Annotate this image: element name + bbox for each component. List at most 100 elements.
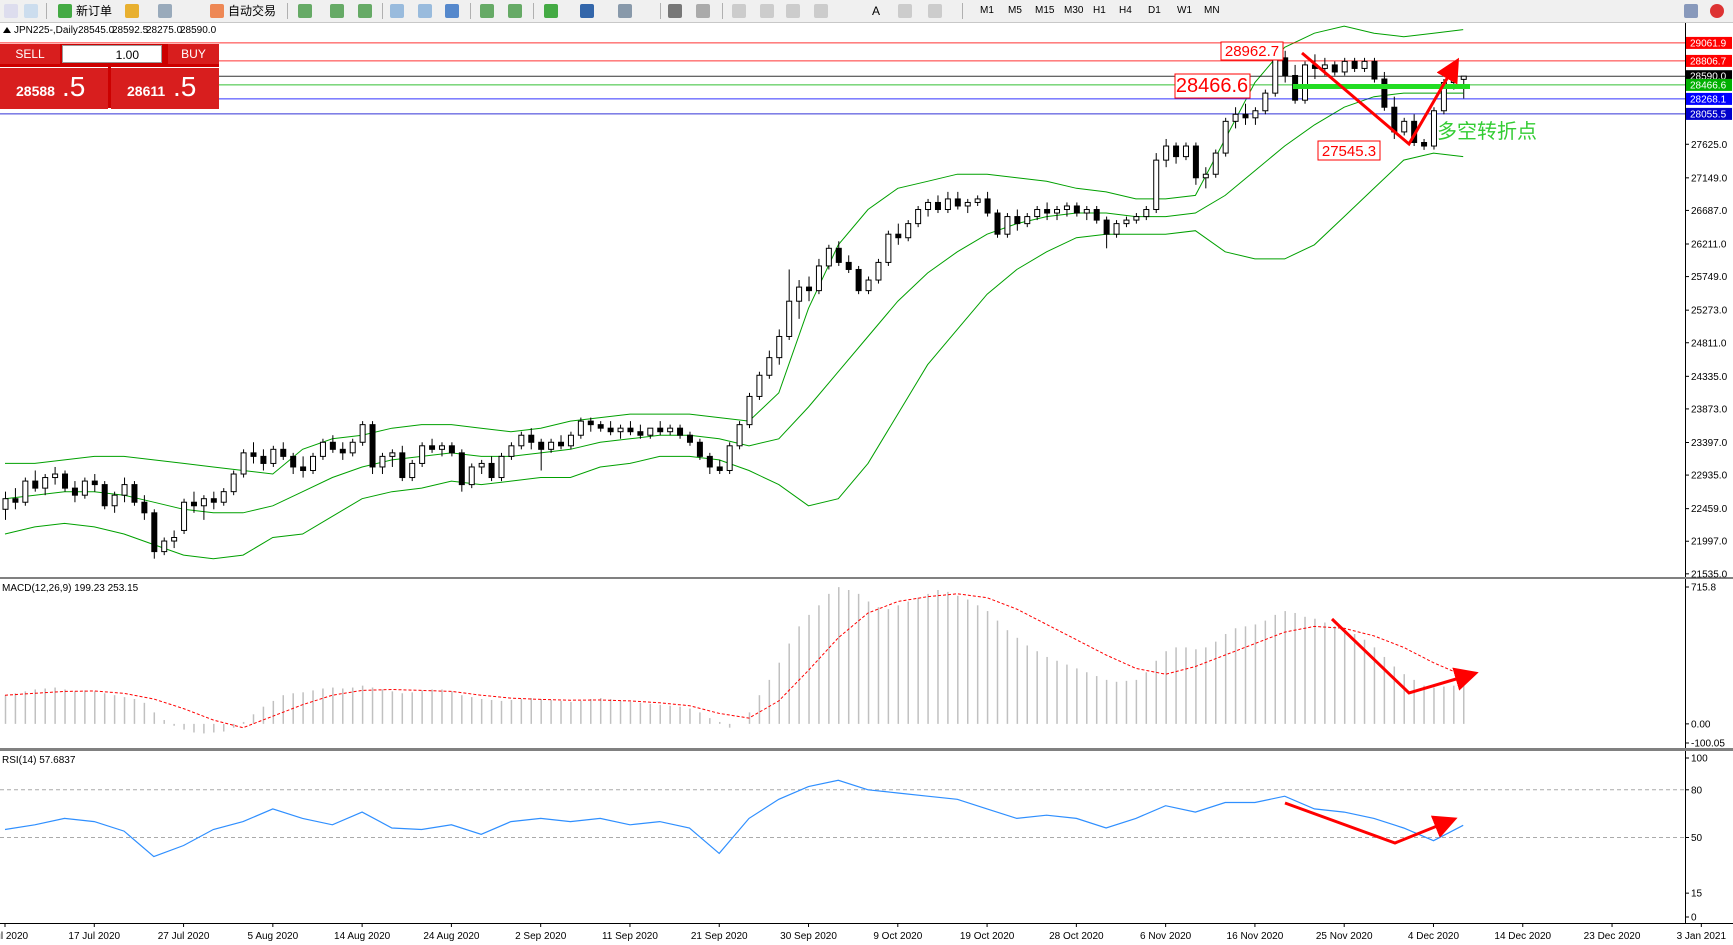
x-tick-label: 9 Oct 2020 xyxy=(873,931,922,942)
symbol: JPN225-,Daily xyxy=(14,25,78,36)
icon[interactable] xyxy=(418,4,432,18)
timeframe-button[interactable]: W1 xyxy=(1177,5,1192,16)
candle-body xyxy=(379,455,386,468)
candle-body xyxy=(746,395,753,426)
x-tick-label: 17 Jul 2020 xyxy=(68,931,120,942)
icon[interactable] xyxy=(330,4,344,18)
icon[interactable] xyxy=(445,4,459,18)
icon[interactable] xyxy=(58,4,72,18)
trend-arrow xyxy=(1330,617,1479,695)
timeframe-button[interactable]: D1 xyxy=(1148,5,1161,16)
candle-body xyxy=(1103,219,1110,235)
candle-body xyxy=(300,466,307,471)
timeframe-button[interactable]: MN xyxy=(1204,5,1220,16)
icon[interactable] xyxy=(390,4,404,18)
icon[interactable] xyxy=(928,4,942,18)
candle-body xyxy=(1113,223,1120,235)
sell-button[interactable]: SELL xyxy=(0,44,60,64)
icon[interactable] xyxy=(1684,4,1698,18)
icon[interactable] xyxy=(696,4,710,18)
icon[interactable] xyxy=(480,4,494,18)
candle-body xyxy=(815,265,822,292)
candle-body xyxy=(1004,216,1011,235)
candle-body xyxy=(677,427,684,436)
candle-body xyxy=(62,473,69,489)
sell-price[interactable]: 28588 .5 xyxy=(0,67,108,109)
candle-body xyxy=(1182,145,1189,158)
candle-body xyxy=(1262,92,1269,112)
icon[interactable] xyxy=(298,4,312,18)
candle-body xyxy=(617,427,624,433)
candle-body xyxy=(1341,60,1348,73)
icon[interactable] xyxy=(760,4,774,18)
candle-body xyxy=(1460,75,1467,80)
icon[interactable] xyxy=(125,4,139,18)
icon[interactable] xyxy=(1710,4,1724,18)
candle-body xyxy=(1034,209,1041,218)
candle-body xyxy=(508,445,515,457)
candle-body xyxy=(845,261,852,270)
buy-price-small: .5 xyxy=(173,71,197,102)
timeframe-button[interactable]: M1 xyxy=(980,5,994,16)
candle-body xyxy=(1192,145,1199,179)
y-tick-label: 21997.0 xyxy=(1691,537,1728,548)
new-order[interactable]: 新订单 xyxy=(76,4,113,18)
candle-body xyxy=(1430,110,1437,147)
y-tick-label: 715.8 xyxy=(1691,583,1716,594)
annotation-box xyxy=(1317,140,1381,161)
auto-trading[interactable]: 自动交易 xyxy=(228,4,277,18)
icon[interactable] xyxy=(508,4,522,18)
icon[interactable] xyxy=(668,4,682,18)
candle-body xyxy=(577,420,584,436)
candle-body xyxy=(1222,120,1229,154)
volume-input[interactable]: 1.00 xyxy=(62,45,162,63)
indicator-title: MACD(12,26,9) 199.23 253.15 xyxy=(2,583,139,594)
icon[interactable] xyxy=(4,4,18,18)
icon[interactable] xyxy=(24,4,38,18)
price-level-box xyxy=(1686,78,1732,91)
text-tool[interactable]: A xyxy=(872,4,881,18)
y-tick-label: 80 xyxy=(1691,785,1703,796)
candle-body xyxy=(448,445,455,454)
candle-body xyxy=(1054,209,1061,214)
icon[interactable] xyxy=(358,4,372,18)
candle-body xyxy=(567,434,574,447)
buy-price[interactable]: 28611 .5 xyxy=(111,67,219,109)
candle-body xyxy=(399,452,406,479)
icon[interactable] xyxy=(898,4,912,18)
price-level-label: 28806.7 xyxy=(1690,56,1727,67)
candle-body xyxy=(468,466,475,486)
timeframe-button[interactable]: M30 xyxy=(1064,5,1084,16)
candle-body xyxy=(171,537,178,542)
separator xyxy=(382,3,383,19)
separator xyxy=(533,3,534,19)
icon[interactable] xyxy=(544,4,558,18)
icon[interactable] xyxy=(732,4,746,18)
timeframe-button[interactable]: M15 xyxy=(1035,5,1055,16)
candle-body xyxy=(855,268,862,292)
candle-body xyxy=(558,441,565,447)
icon[interactable] xyxy=(814,4,828,18)
buy-button[interactable]: BUY xyxy=(168,44,219,64)
separator xyxy=(470,3,471,19)
timeframe-button[interactable]: M5 xyxy=(1008,5,1022,16)
candle-body xyxy=(518,434,525,447)
candle-body xyxy=(865,279,872,292)
candle-body xyxy=(1153,159,1160,211)
icon[interactable] xyxy=(158,4,172,18)
candle-body xyxy=(667,427,674,433)
icon[interactable] xyxy=(786,4,800,18)
icon[interactable] xyxy=(210,4,224,18)
bollinger-upper xyxy=(5,25,1464,475)
candle-body xyxy=(310,455,317,471)
icon[interactable] xyxy=(580,4,594,18)
timeframe-button[interactable]: H4 xyxy=(1119,5,1132,16)
separator xyxy=(722,3,723,19)
annotation-level: 28466.6 xyxy=(1176,75,1248,97)
timeframe-button[interactable]: H1 xyxy=(1093,5,1106,16)
x-tick-label: 5 Aug 2020 xyxy=(248,931,299,942)
y-tick-label: 24335.0 xyxy=(1691,372,1728,383)
icon[interactable] xyxy=(618,4,632,18)
candle-body xyxy=(290,455,297,468)
